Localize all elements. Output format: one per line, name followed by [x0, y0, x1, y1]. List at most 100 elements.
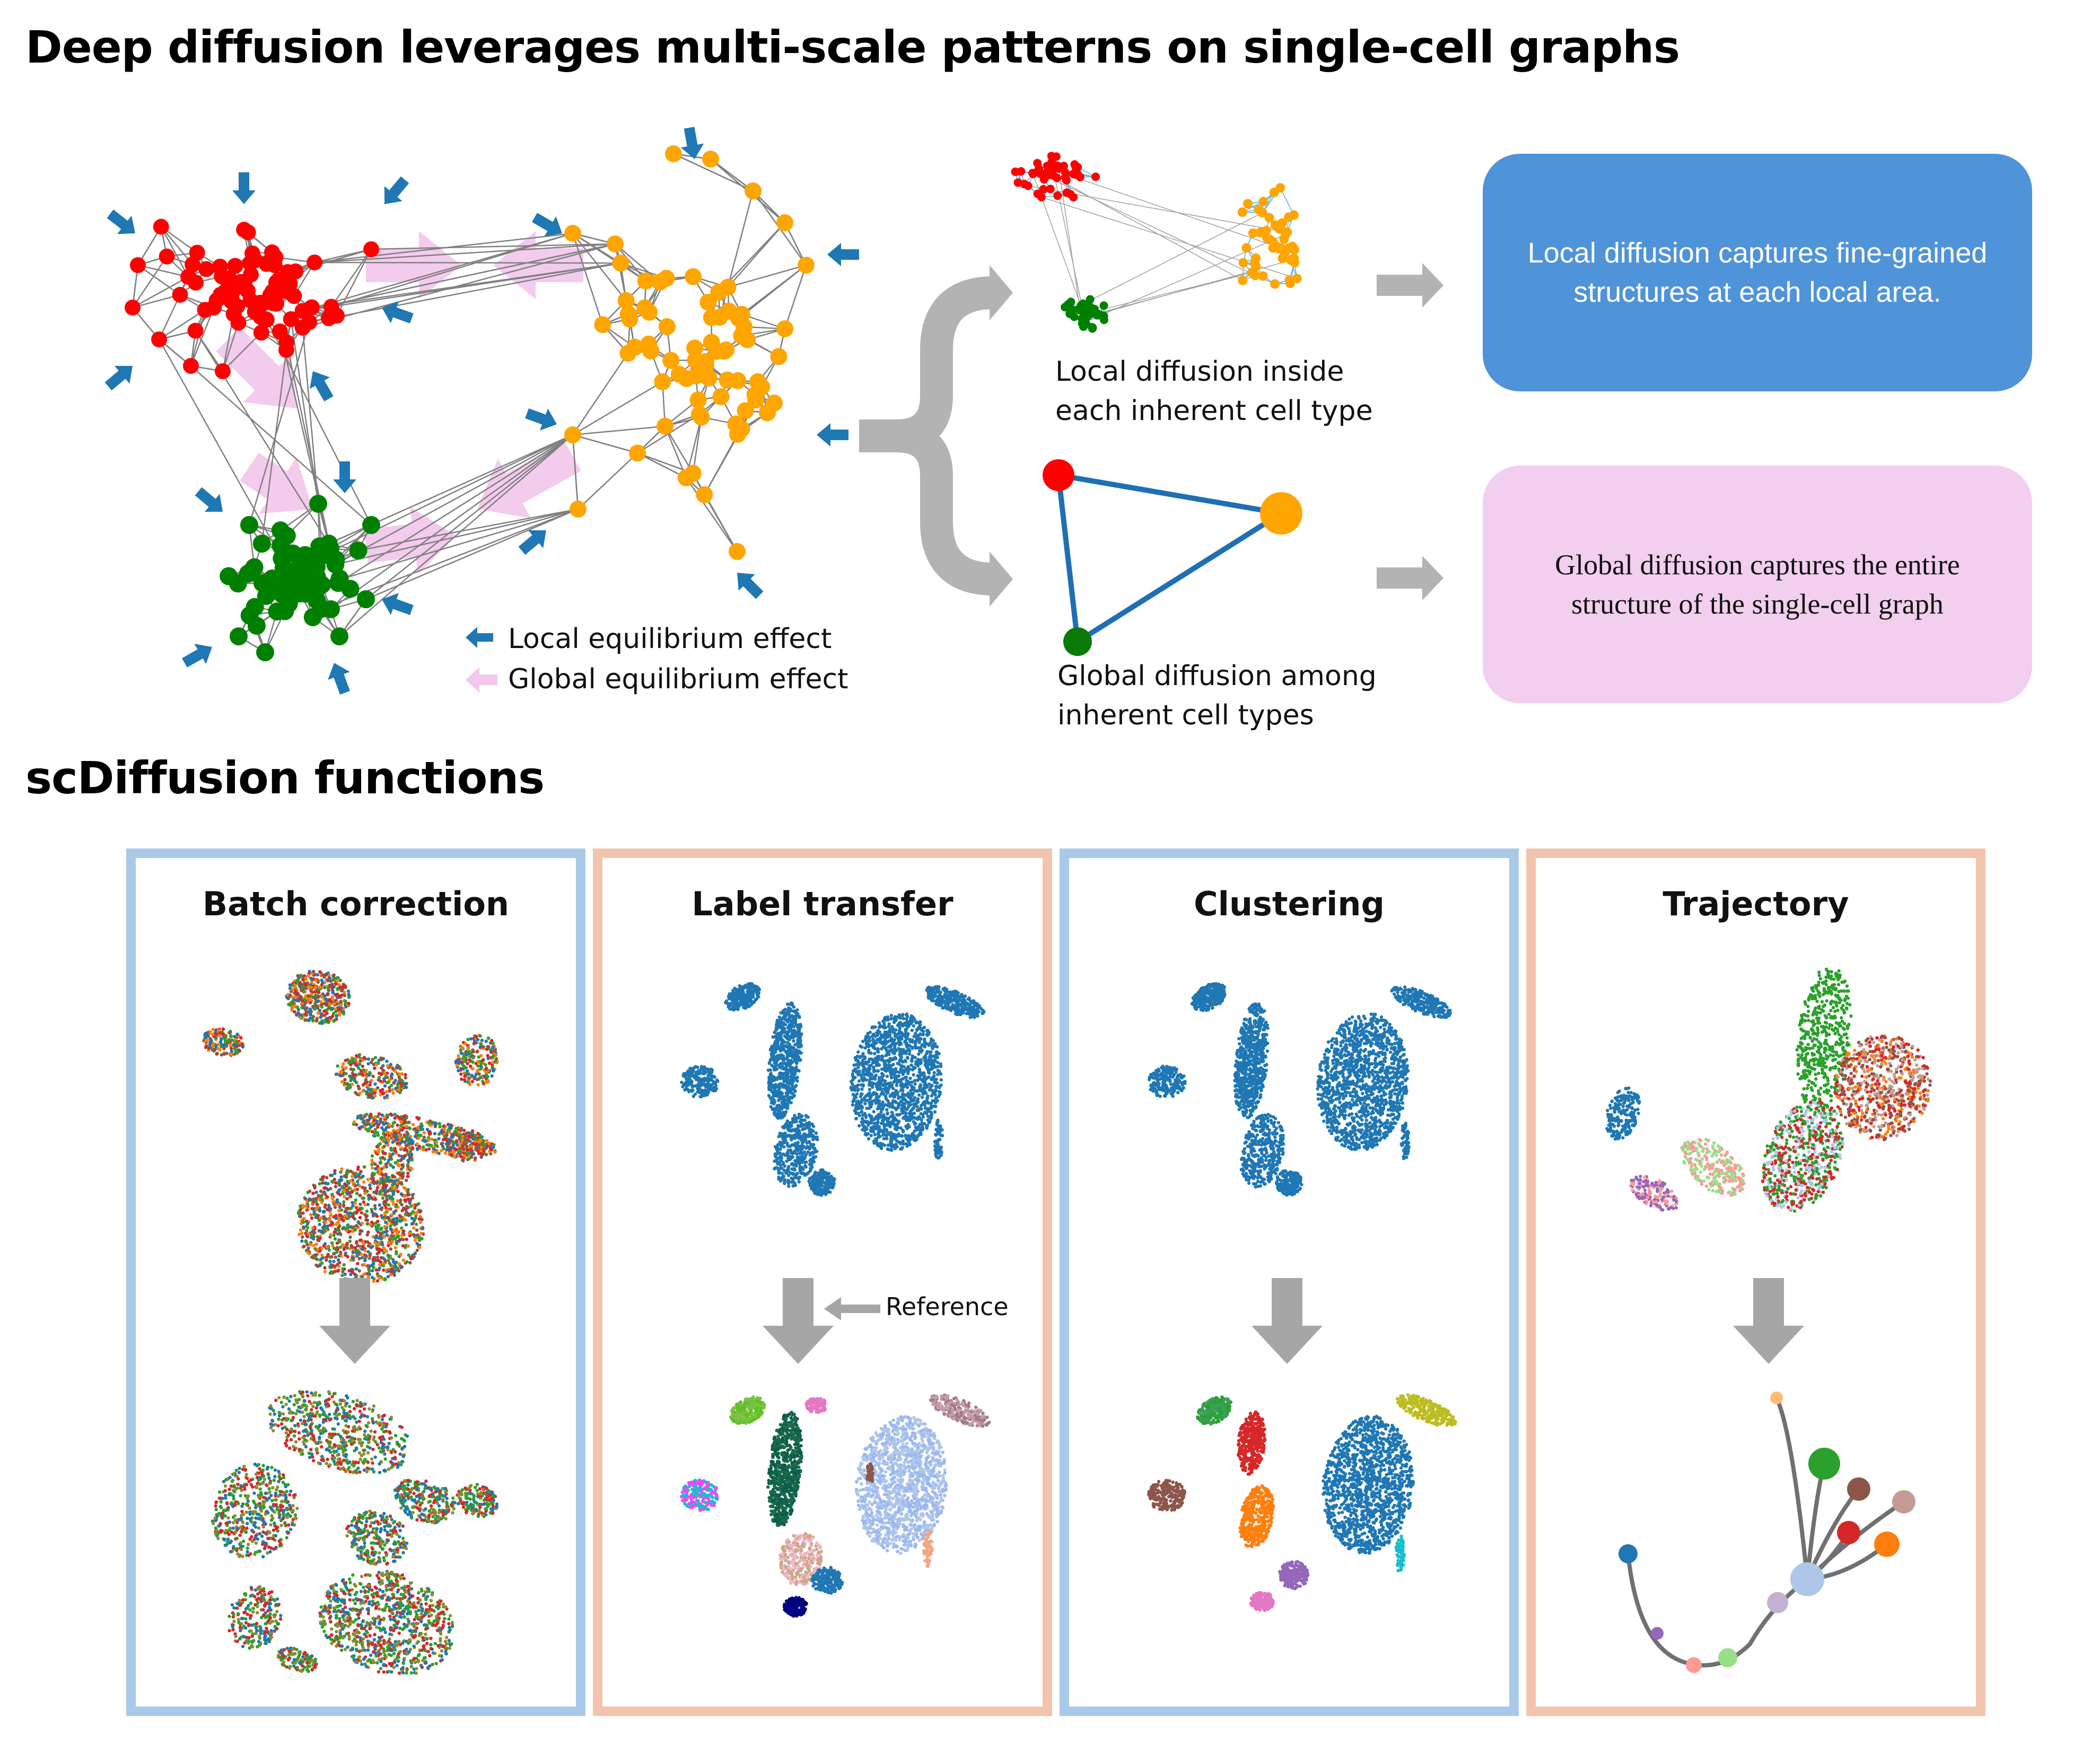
- cell-point: [392, 1121, 397, 1124]
- red-cell-node: [208, 292, 225, 309]
- cell-point: [375, 1255, 380, 1259]
- cell-point: [314, 990, 318, 994]
- orange-cell-node: [711, 309, 729, 326]
- cell-point: [346, 1224, 349, 1228]
- cell-point: [354, 1224, 358, 1228]
- cell-point: [340, 1167, 344, 1171]
- cell-point: [464, 1056, 468, 1060]
- cell-point: [374, 1088, 378, 1092]
- cell-point: [312, 1244, 316, 1248]
- cell-point: [373, 1241, 377, 1245]
- cell-point: [399, 1198, 402, 1202]
- cell-point: [408, 1201, 412, 1205]
- cell-point: [358, 1232, 362, 1236]
- cell-point: [407, 1136, 411, 1140]
- cell-point: [208, 1040, 212, 1044]
- cell-point: [469, 1155, 474, 1159]
- cell-point: [443, 1151, 448, 1155]
- cell-point: [351, 1214, 355, 1218]
- cell-point: [337, 1209, 341, 1213]
- cell-point: [397, 1075, 401, 1079]
- cell-point: [336, 1064, 339, 1068]
- cell-point: [488, 1147, 493, 1151]
- local-graph-node: [1013, 178, 1022, 187]
- red-cell-node: [265, 256, 281, 273]
- cell-point: [360, 1221, 364, 1225]
- cell-point: [387, 1258, 390, 1262]
- cell-point: [377, 1112, 381, 1116]
- cell-point: [491, 1045, 495, 1049]
- cell-point: [358, 1229, 362, 1233]
- cell-point: [386, 1216, 390, 1220]
- cell-point: [378, 1203, 381, 1207]
- legend: Local equilibrium effect Global equilibr…: [466, 623, 848, 695]
- cell-point: [487, 1061, 492, 1065]
- local-graph-node: [1023, 181, 1032, 190]
- cell-point: [396, 1199, 400, 1203]
- cell-point: [346, 1206, 350, 1210]
- cell-point: [381, 1092, 385, 1096]
- cell-point: [379, 1237, 383, 1241]
- cell-point: [393, 1161, 397, 1165]
- cell-point: [421, 1227, 425, 1230]
- graph-edge: [137, 264, 189, 278]
- cell-point: [457, 1069, 460, 1073]
- cell-point: [393, 1113, 397, 1116]
- cell-point: [338, 1213, 342, 1217]
- graph-edge: [572, 434, 638, 454]
- cell-point: [462, 1064, 466, 1068]
- cell-point: [363, 1192, 367, 1195]
- cell-point: [414, 1130, 418, 1134]
- cell-point: [376, 1086, 380, 1090]
- green-cell-node: [252, 535, 271, 553]
- cell-point: [327, 986, 330, 990]
- cell-point: [224, 1044, 229, 1048]
- cell-point: [467, 1076, 471, 1080]
- graph-edge: [685, 477, 738, 552]
- cell-point: [373, 1066, 377, 1070]
- cell-point: [292, 1010, 296, 1014]
- cell-point: [400, 1072, 404, 1076]
- red-cell-node: [258, 311, 275, 328]
- cell-point: [222, 1052, 226, 1056]
- cell-point: [412, 1219, 416, 1223]
- green-cell-node: [220, 567, 238, 585]
- global-diffusion-box: Global diffusion captures the entire str…: [1483, 466, 2032, 703]
- cell-point: [486, 1075, 489, 1079]
- cell-point: [318, 1209, 322, 1213]
- cell-point: [344, 1184, 348, 1188]
- cell-point: [409, 1166, 413, 1170]
- red-cell-node: [159, 248, 175, 265]
- cell-point: [336, 976, 340, 980]
- cell-point: [384, 1121, 388, 1125]
- cell-point: [328, 1259, 332, 1263]
- cell-point: [375, 1189, 379, 1193]
- local-graph-node: [1043, 161, 1052, 170]
- cell-point: [426, 1138, 431, 1142]
- cell-point: [297, 1232, 301, 1237]
- local-graph-cross-edge: [1090, 272, 1253, 313]
- cell-point: [351, 1061, 355, 1065]
- local-arrow-shape: [532, 213, 562, 237]
- local-graph-nodes: [1011, 152, 1302, 333]
- cell-point: [392, 1229, 396, 1233]
- cell-point: [345, 1173, 348, 1177]
- cell-point: [323, 1205, 327, 1209]
- cell-point: [381, 1088, 384, 1091]
- cell-point: [217, 1028, 221, 1032]
- cell-point: [309, 994, 312, 999]
- cell-point: [399, 1237, 404, 1241]
- cell-point: [438, 1125, 442, 1128]
- cell-point: [387, 1254, 391, 1258]
- cell-point: [476, 1038, 480, 1042]
- cell-point: [384, 1162, 388, 1166]
- cell-point: [360, 1211, 364, 1215]
- main-title: Deep diffusion leverages multi-scale pat…: [25, 21, 1680, 73]
- cell-point: [366, 1177, 370, 1182]
- cell-point: [346, 989, 351, 993]
- cell-point: [352, 1073, 356, 1077]
- red-cell-node: [172, 286, 188, 303]
- cell-point: [380, 1126, 384, 1130]
- cell-point: [229, 1046, 233, 1051]
- cell-point: [389, 1264, 393, 1267]
